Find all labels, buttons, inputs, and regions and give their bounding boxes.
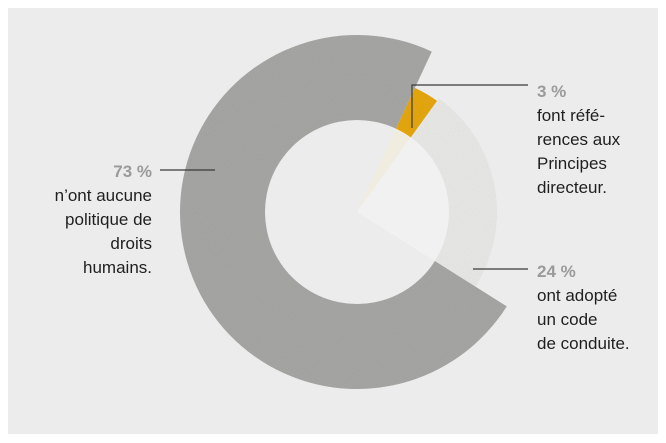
label-3-line-2: rences aux: [537, 130, 621, 149]
label-73-line-2: politique de: [65, 210, 152, 229]
label-73-line-4: humains.: [83, 258, 152, 277]
label-73: 73 % n’ont aucune politique de droits hu…: [14, 160, 152, 280]
label-73-line-1: n’ont aucune: [54, 186, 152, 205]
label-3-line-1: font réfé-: [537, 106, 606, 125]
label-24-percent: 24 %: [537, 262, 576, 281]
label-3-line-3: Principes: [537, 154, 607, 173]
label-24-line-3: de conduite.: [537, 334, 630, 353]
label-24-line-1: ont adopté: [537, 286, 618, 305]
label-73-line-3: droits: [110, 234, 152, 253]
label-73-percent: 73 %: [113, 162, 152, 181]
leader-3: [411, 84, 528, 128]
label-3-percent: 3 %: [537, 82, 567, 101]
label-3: 3 % font réfé- rences aux Principes dire…: [537, 80, 662, 200]
label-3-line-4: directeur.: [537, 178, 607, 197]
label-24: 24 % ont adopté un code de conduite.: [537, 260, 662, 356]
donut-hole: [265, 120, 449, 304]
label-24-line-2: un code: [537, 310, 598, 329]
